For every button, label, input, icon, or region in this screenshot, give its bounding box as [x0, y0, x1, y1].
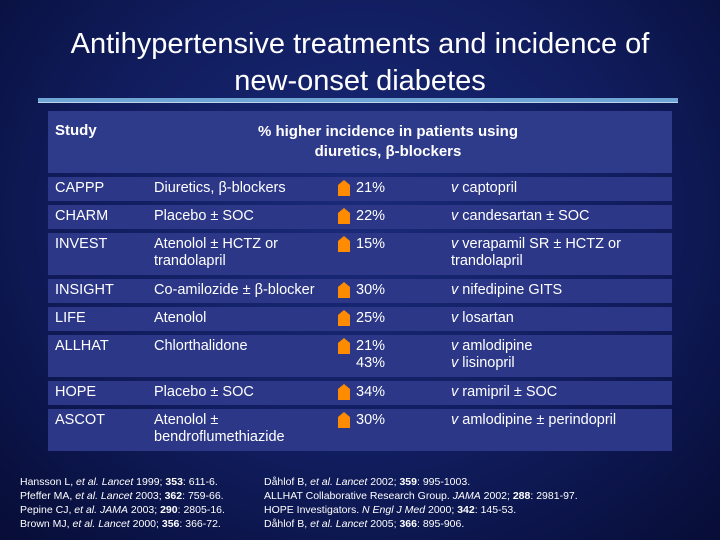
header-study: Study: [55, 122, 97, 139]
up-arrow-icon: [338, 310, 350, 326]
incidence-value: 34%: [356, 384, 386, 400]
reference-item: Pfeffer MA, et al. Lancet 2003; 362: 759…: [20, 490, 224, 502]
incidence-value: 21% 43%: [356, 338, 386, 371]
treatment: Placebo ± SOC: [154, 208, 254, 224]
table-row: INSIGHT Co-amilozide ± β-blocker 30% v nife…: [48, 279, 672, 303]
reference-item: Pepine CJ, et al. JAMA 2003; 290: 2805-1…: [20, 504, 225, 516]
study-name: CAPPP: [55, 180, 105, 196]
comparator: v ramipril ± SOC: [451, 384, 558, 400]
header-incidence-line-2: diuretics, β-blockers: [314, 143, 462, 160]
table-row: LIFE Atenolol 25% v losartan: [48, 307, 672, 331]
study-name: ALLHAT: [55, 338, 109, 354]
incidence-value: 15%: [356, 236, 386, 252]
title-line-2: new-onset diabetes: [234, 65, 486, 97]
incidence-value: 25%: [356, 310, 386, 326]
table-row: CAPPP Diuretics, β-blockers 21% v captopril: [48, 177, 672, 201]
treatment: Atenolol ± bendroflumethiazide: [154, 412, 285, 445]
up-arrow-icon: [338, 236, 350, 252]
incidence-value: 21%: [356, 180, 386, 196]
incidence-value: 30%: [356, 282, 386, 298]
study-table: Study % higher incidence in patients usi…: [48, 111, 672, 455]
comparator: v captopril: [451, 180, 518, 196]
comparator: v verapamil SR ± HCTZ or trandolapril: [451, 236, 621, 269]
comparator: v nifedipine GITS: [451, 282, 563, 298]
references-left: Hansson L, et al. Lancet 1999; 353: 611-…: [20, 475, 225, 531]
up-arrow-icon: [338, 282, 350, 298]
up-arrow-icon: [338, 180, 350, 196]
treatment: Co-amilozide ± β-blocker: [154, 282, 315, 298]
title-line-1: Antihypertensive treatments and incidenc…: [70, 28, 650, 60]
table-row: ASCOT Atenolol ± bendroflumethiazide 30% v a…: [48, 409, 672, 451]
table-row: INVEST Atenolol ± HCTZ or trandolapril 15% v…: [48, 233, 672, 275]
treatment: Atenolol ± HCTZ or trandolapril: [154, 236, 278, 269]
treatment: Atenolol: [154, 310, 207, 326]
comparator: v candesartan ± SOC: [451, 208, 590, 224]
title-divider: [38, 98, 678, 103]
header-incidence-line-1: % higher incidence in patients using: [257, 123, 519, 140]
reference-item: Brown MJ, et al. Lancet 2000; 356: 366-7…: [20, 518, 221, 530]
up-arrow-icon: [338, 384, 350, 400]
study-name: CHARM: [55, 208, 109, 224]
treatment: Chlorthalidone: [154, 338, 248, 354]
references-right: Dåhlof B, et al. Lancet 2002; 359: 995-1…: [264, 475, 578, 531]
table-header: Study % higher incidence in patients usi…: [48, 111, 672, 173]
comparator: v amlodipine ± perindopril: [451, 412, 617, 428]
reference-item: Dåhlof B, et al. Lancet 2005; 366: 895-9…: [264, 518, 465, 530]
reference-item: HOPE Investigators. N Engl J Med 2000; 3…: [264, 504, 517, 516]
study-name: ASCOT: [55, 412, 105, 428]
table-body: CAPPP Diuretics, β-blockers 21% v captopril…: [48, 177, 672, 451]
comparator: v amlodipine v lisinopril: [451, 338, 533, 371]
table-row: CHARM Placebo ± SOC 22% v candesartan ± SOC: [48, 205, 672, 229]
comparator: v losartan: [451, 310, 514, 326]
treatment: Placebo ± SOC: [154, 384, 254, 400]
incidence-value: 22%: [356, 208, 386, 224]
table-row: HOPE Placebo ± SOC 34% v ramipril ± SOC: [48, 381, 672, 405]
incidence-value: 30%: [356, 412, 386, 428]
study-name: LIFE: [55, 310, 86, 326]
slide-title: Antihypertensive treatments and incidenc…: [0, 26, 720, 100]
reference-item: ALLHAT Collaborative Research Group. JAM…: [264, 490, 578, 502]
up-arrow-icon: [338, 338, 350, 354]
treatment: Diuretics, β-blockers: [154, 180, 286, 196]
reference-item: Dåhlof B, et al. Lancet 2002; 359: 995-1…: [264, 476, 471, 488]
study-name: INVEST: [55, 236, 108, 252]
up-arrow-icon: [338, 208, 350, 224]
table-row: ALLHAT Chlorthalidone 21% 43% v amlodipine v …: [48, 335, 672, 377]
up-arrow-icon: [338, 412, 350, 428]
study-name: HOPE: [55, 384, 97, 400]
reference-item: Hansson L, et al. Lancet 1999; 353: 611-…: [20, 476, 218, 488]
study-name: INSIGHT: [55, 282, 114, 298]
header-incidence: % higher incidence in patients using diu…: [238, 122, 538, 162]
